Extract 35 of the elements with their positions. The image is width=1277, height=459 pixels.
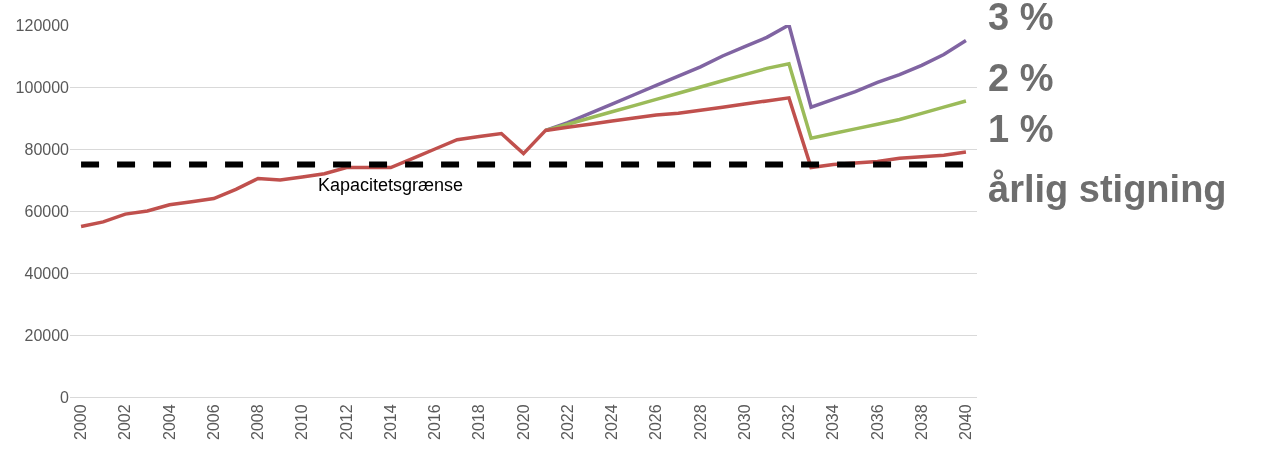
line-series: [543, 62, 968, 140]
x-tick-label: 2024: [603, 404, 621, 440]
x-tick-label: 2006: [204, 404, 222, 440]
x-tick-label: 2004: [160, 404, 178, 440]
series-label: 1 %: [988, 108, 1054, 150]
x-tick-label: 2020: [514, 404, 532, 440]
x-tick-label: 2008: [249, 404, 267, 440]
x-tick-label: 2002: [116, 404, 134, 440]
ref-line-label: Kapacitetsgrænse: [318, 175, 464, 195]
x-tick-label: 2036: [868, 404, 886, 440]
x-tick-label: 2028: [691, 404, 709, 440]
x-tick-label: 2016: [426, 404, 444, 440]
series-label: 2 %: [988, 57, 1054, 99]
y-tick-label: 60000: [24, 202, 70, 220]
line-series: [79, 96, 968, 229]
x-tick-label: 2030: [735, 404, 753, 440]
x-tick-label: 2010: [293, 404, 311, 440]
y-tick-label: 100000: [15, 78, 70, 96]
y-tick-label: 80000: [24, 140, 70, 158]
x-tick-label: 2014: [381, 404, 399, 440]
y-tick-label: 40000: [24, 264, 70, 282]
x-tick-label: 2022: [558, 404, 576, 440]
y-tick-label: 0: [60, 388, 70, 406]
x-tick-label: 2040: [957, 404, 975, 440]
series-label: 3 %: [988, 0, 1054, 38]
text: årlig stigning: [988, 168, 1227, 210]
x-tick-label: 2034: [824, 404, 842, 440]
x-tick-label: 2032: [780, 404, 798, 440]
x-tick-label: 2038: [912, 404, 930, 440]
y-tick-label: 120000: [15, 16, 70, 34]
x-tick-label: 2000: [72, 404, 90, 440]
y-tick-label: 20000: [24, 326, 70, 344]
x-tick-label: 2026: [647, 404, 665, 440]
x-tick-label: 2018: [470, 404, 488, 440]
x-tick-label: 2012: [337, 404, 355, 440]
